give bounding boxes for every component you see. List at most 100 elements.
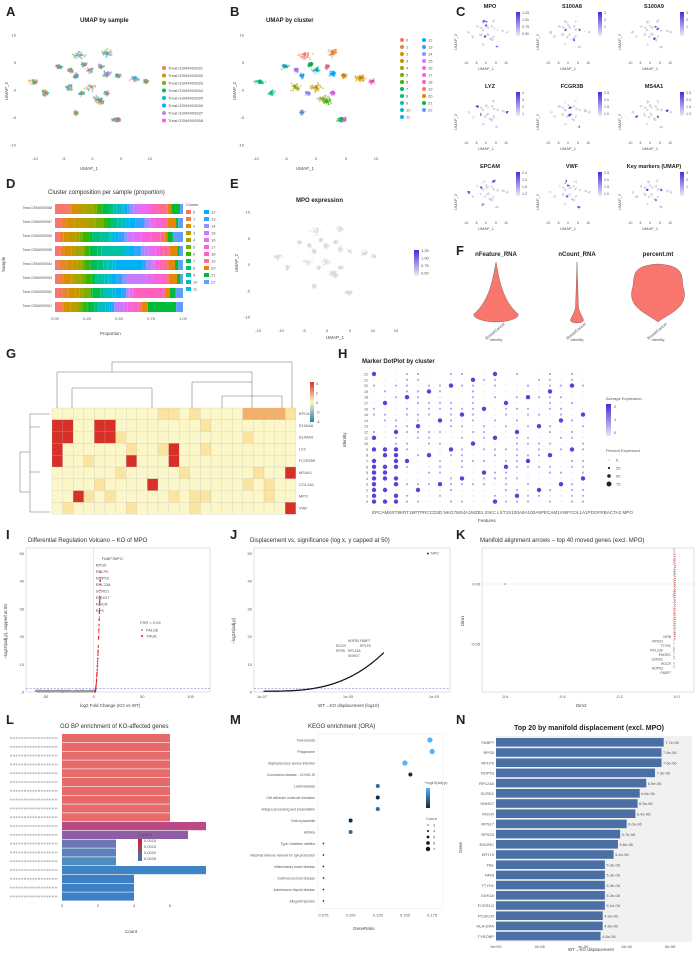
umap-point bbox=[644, 194, 647, 197]
umap-point bbox=[306, 258, 308, 261]
umap-point bbox=[467, 191, 470, 193]
cluster-label: 13 bbox=[300, 72, 305, 77]
umap-point bbox=[118, 120, 121, 122]
umap-point bbox=[494, 179, 496, 181]
umap-point bbox=[327, 273, 329, 275]
umap-point bbox=[373, 254, 375, 256]
legend-entry: Treat.GSM4909287 bbox=[168, 111, 204, 116]
heatmap-cell bbox=[221, 455, 233, 468]
umap-point bbox=[327, 95, 329, 98]
umap-point bbox=[660, 46, 662, 49]
dotplot-dot bbox=[438, 471, 442, 474]
x-tick-label: 0.00 bbox=[51, 316, 60, 321]
cluster-label: 16 bbox=[331, 89, 336, 94]
heatmap-cell bbox=[200, 407, 212, 420]
umap-point bbox=[287, 265, 290, 268]
umap-point bbox=[94, 85, 96, 88]
composition-segment bbox=[159, 246, 164, 256]
legend-entry: 0 bbox=[193, 210, 196, 215]
umap-point bbox=[97, 101, 99, 104]
umap-point bbox=[320, 266, 322, 269]
composition-segment bbox=[55, 204, 70, 214]
composition-segment bbox=[77, 260, 82, 270]
feature-xlabel: UMAP_1 bbox=[560, 226, 577, 231]
umap-point bbox=[313, 231, 315, 234]
umap-point bbox=[632, 30, 634, 32]
feature-xlabel: UMAP_1 bbox=[642, 66, 659, 71]
composition-segment bbox=[107, 260, 113, 270]
umap-point bbox=[370, 253, 372, 256]
umap-point bbox=[326, 68, 329, 71]
composition-segment bbox=[63, 302, 71, 312]
panel-letter-n: N bbox=[456, 712, 466, 727]
umap-point bbox=[331, 70, 334, 72]
umap-point bbox=[315, 267, 317, 270]
composition-segment bbox=[100, 288, 103, 298]
umap-point bbox=[495, 45, 498, 48]
umap-point bbox=[314, 72, 317, 75]
umap-point bbox=[319, 86, 322, 88]
umap-point bbox=[573, 199, 576, 201]
composition-segment bbox=[161, 218, 167, 228]
umap-point bbox=[327, 50, 330, 53]
umap-point bbox=[310, 246, 312, 248]
umap-point bbox=[323, 264, 325, 266]
umap-point bbox=[505, 31, 508, 34]
umap-point bbox=[471, 35, 474, 38]
umap-point bbox=[300, 109, 303, 112]
composition-segment bbox=[96, 204, 103, 214]
composition-segment bbox=[79, 302, 83, 312]
color-scale bbox=[598, 172, 602, 196]
dotplot-dot bbox=[384, 425, 386, 427]
umap-point bbox=[485, 105, 487, 107]
composition-segment bbox=[92, 232, 101, 242]
dotplot-dot bbox=[439, 425, 441, 427]
heatmap-cell bbox=[274, 431, 286, 444]
umap-point bbox=[309, 85, 312, 88]
heatmap-cell bbox=[274, 490, 286, 503]
umap-point bbox=[550, 191, 552, 193]
legend-swatch bbox=[422, 87, 426, 91]
heatmap-cell bbox=[232, 455, 243, 468]
legend-entry: 16 bbox=[211, 238, 216, 243]
x-tick-label: -15 bbox=[255, 328, 262, 333]
umap-point bbox=[91, 68, 93, 70]
umap-point bbox=[95, 94, 98, 97]
umap-point bbox=[651, 27, 653, 29]
umap-point bbox=[298, 243, 300, 245]
legend-swatch bbox=[162, 81, 166, 85]
umap-point bbox=[318, 268, 320, 271]
cluster-label: 6 bbox=[326, 97, 329, 102]
scale-tick: 1 bbox=[522, 112, 524, 116]
umap-point bbox=[283, 64, 285, 67]
dotplot-dot bbox=[427, 483, 431, 486]
dotplot-dot bbox=[581, 488, 585, 492]
x-tick-label: 10 bbox=[668, 61, 672, 65]
umap-point bbox=[314, 234, 316, 236]
dotplot-dot bbox=[448, 447, 454, 452]
dotplot-dot bbox=[428, 425, 430, 427]
composition-segment bbox=[178, 260, 183, 270]
umap-point bbox=[104, 75, 107, 78]
umap-point bbox=[370, 255, 373, 258]
x-tick-label: 10 bbox=[586, 221, 590, 225]
feature-xlabel: UMAP_1 bbox=[642, 226, 659, 231]
umap-point bbox=[554, 116, 556, 118]
dotplot-dot bbox=[482, 448, 486, 451]
umap-point bbox=[644, 115, 647, 117]
umap-point bbox=[29, 82, 32, 85]
umap-point bbox=[108, 52, 111, 55]
heatmap-cell bbox=[51, 419, 63, 432]
composition-segment bbox=[116, 302, 124, 312]
dotplot-dot bbox=[483, 489, 485, 491]
dotplot-dot bbox=[548, 465, 552, 468]
legend-entry: 21 bbox=[211, 273, 216, 278]
dotplot-dot bbox=[438, 459, 442, 463]
umap-point bbox=[338, 267, 340, 270]
umap-point bbox=[359, 80, 362, 83]
legend-swatch bbox=[186, 238, 191, 242]
umap-point bbox=[571, 198, 573, 201]
dotplot-dot bbox=[560, 460, 562, 462]
sample-label: Treat.GSM4909281 bbox=[22, 304, 52, 308]
